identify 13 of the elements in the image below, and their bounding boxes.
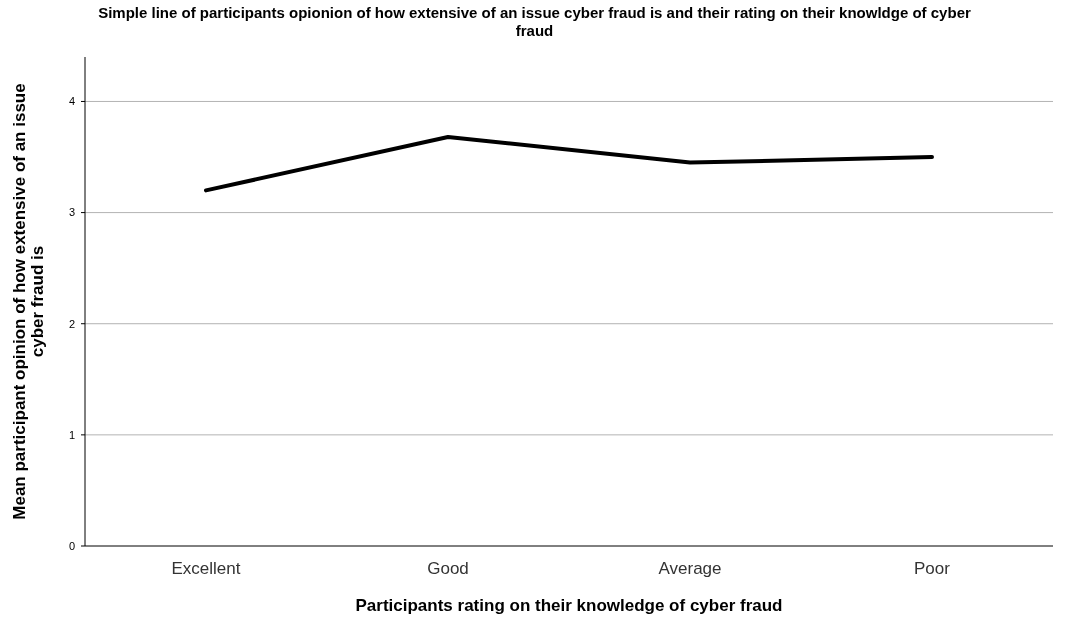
chart-title: Simple line of participants opionion of how extensive of an issue cyber fraud is and their rating on their knowldge of cyber fraud	[98, 4, 971, 39]
x-tick-label: Good	[427, 559, 469, 578]
line-series	[204, 135, 934, 193]
x-tick-label: Excellent	[171, 559, 241, 578]
y-tick-label: 3	[68, 206, 75, 219]
y-tick-label: 4	[68, 95, 75, 108]
y-tick-label: 0	[68, 539, 75, 552]
x-axis-title: Participants rating on their knowledge of cyber fraud	[355, 596, 783, 615]
x-tick-label: Poor	[914, 559, 951, 578]
y-tick-label: 2	[68, 317, 75, 330]
x-tick-label: Average	[658, 559, 722, 578]
y-axis-title: Mean participant opinion of how extensive of an issue cyber fraud is	[10, 83, 47, 520]
y-tick-label: 1	[68, 428, 75, 441]
